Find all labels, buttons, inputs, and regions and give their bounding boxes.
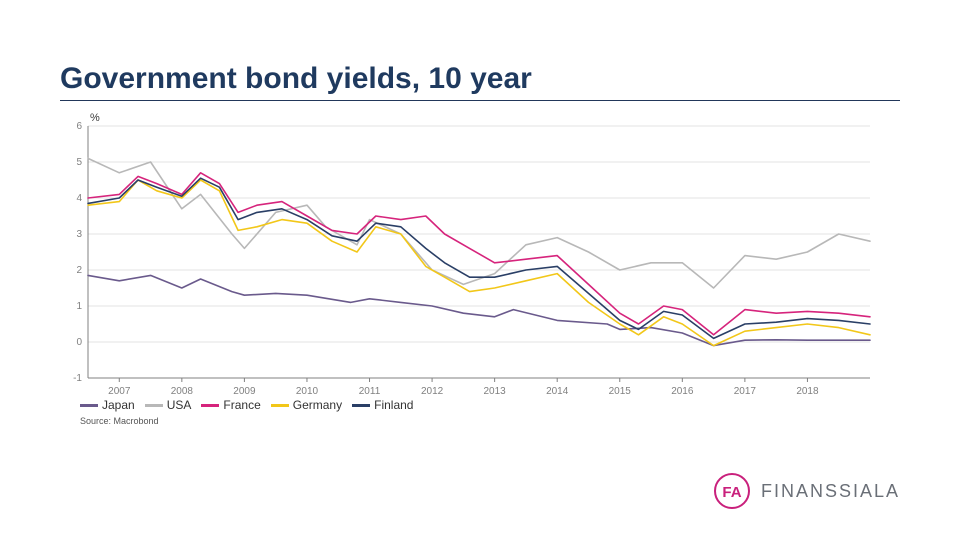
svg-text:5: 5 [76,157,82,168]
legend-label: USA [167,398,192,412]
svg-text:2016: 2016 [671,386,694,397]
svg-text:2014: 2014 [546,386,569,397]
svg-text:2012: 2012 [421,386,444,397]
svg-text:3: 3 [76,229,82,240]
svg-text:1: 1 [76,301,82,312]
brand-logo: FA FINANSSIALA [713,472,900,510]
title-container: Government bond yields, 10 year [60,62,900,101]
source-label: Source: Macrobond [80,416,159,426]
svg-text:2010: 2010 [296,386,319,397]
legend: Japan USA France Germany Finland [80,398,415,412]
svg-text:0: 0 [76,337,82,348]
svg-text:2009: 2009 [233,386,256,397]
legend-item: Finland [352,398,413,412]
svg-text:2013: 2013 [484,386,507,397]
svg-text:-1: -1 [73,373,82,384]
svg-text:4: 4 [76,193,82,204]
legend-swatch [80,404,98,407]
legend-item: USA [145,398,192,412]
legend-label: Germany [293,398,342,412]
svg-text:6: 6 [76,121,82,132]
legend-swatch [271,404,289,407]
legend-label: France [223,398,260,412]
legend-swatch [352,404,370,407]
svg-text:2008: 2008 [171,386,194,397]
chart-title: Government bond yields, 10 year [60,62,532,95]
chart-area: -1 0 1 2 3 4 5 6 2007 2008 2009 2010 2011 2012 2013 201… [60,118,880,408]
legend-label: Finland [374,398,413,412]
svg-text:2: 2 [76,265,82,276]
fa-logo-icon: FA [713,472,751,510]
legend-item: Germany [271,398,342,412]
legend-item: France [201,398,260,412]
legend-swatch [145,404,163,407]
svg-text:2018: 2018 [796,386,819,397]
svg-text:2017: 2017 [734,386,757,397]
svg-text:FA: FA [722,484,741,501]
svg-text:2007: 2007 [108,386,131,397]
legend-label: Japan [102,398,135,412]
svg-text:2015: 2015 [609,386,632,397]
line-chart: -1 0 1 2 3 4 5 6 2007 2008 2009 2010 2011 2012 2013 201… [60,118,880,408]
legend-swatch [201,404,219,407]
svg-text:2011: 2011 [359,386,381,397]
legend-item: Japan [80,398,135,412]
brand-name: FINANSSIALA [761,481,900,502]
